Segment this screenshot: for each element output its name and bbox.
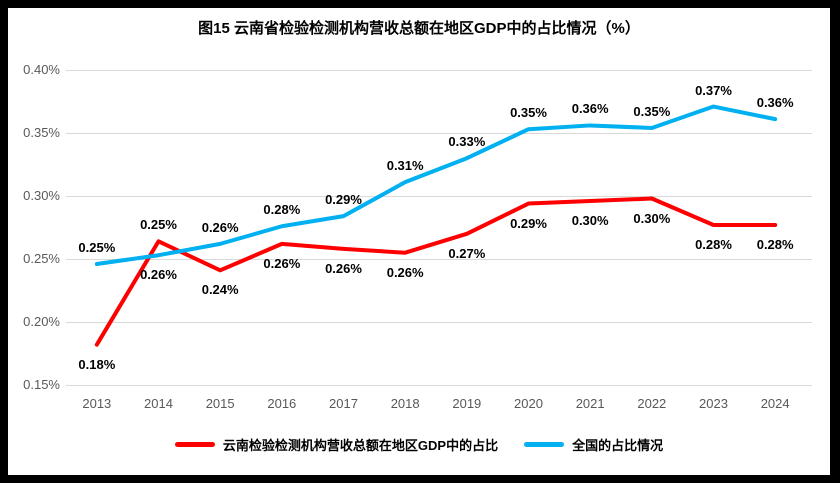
x-axis-tick-label: 2023 bbox=[699, 396, 728, 411]
x-axis-tick-label: 2018 bbox=[390, 396, 420, 411]
data-label: 0.26% bbox=[386, 264, 424, 280]
x-axis-tick-label: 2019 bbox=[452, 396, 482, 411]
y-axis-tick-label: 0.40% bbox=[23, 62, 60, 77]
plot-area bbox=[66, 70, 812, 386]
data-label: 0.28% bbox=[695, 236, 732, 252]
legend: 云南检验检测机构营收总额在地区GDP中的占比 全国的占比情况 bbox=[8, 435, 830, 454]
x-axis-tick-label: 2014 bbox=[144, 396, 173, 411]
y-axis-tick-label: 0.25% bbox=[23, 251, 60, 266]
data-label: 0.18% bbox=[78, 356, 116, 372]
data-label: 0.28% bbox=[756, 236, 794, 252]
data-label: 0.30% bbox=[571, 213, 609, 229]
series-line-0 bbox=[94, 196, 778, 347]
data-label: 0.26% bbox=[201, 219, 239, 235]
data-label: 0.26% bbox=[325, 260, 362, 276]
data-label: 0.35% bbox=[633, 103, 671, 119]
chart-title: 图15 云南省检验检测机构营收总额在地区GDP中的占比情况（%） bbox=[198, 20, 640, 37]
data-label: 0.31% bbox=[386, 158, 424, 174]
data-label: 0.26% bbox=[263, 255, 301, 271]
x-axis-tick-label: 2022 bbox=[637, 396, 667, 411]
chart-area: 图15 云南省检验检测机构营收总额在地区GDP中的占比情况（%） 云南检验检测机… bbox=[8, 8, 830, 475]
data-label: 0.25% bbox=[78, 240, 116, 256]
data-label: 0.36% bbox=[571, 101, 609, 117]
y-axis-tick-label: 0.35% bbox=[23, 125, 60, 140]
x-axis-tick-label: 2017 bbox=[329, 396, 358, 411]
legend-line-swatch bbox=[174, 442, 215, 447]
data-label: 0.28% bbox=[263, 202, 301, 218]
data-label: 0.26% bbox=[140, 267, 177, 283]
x-axis-tick-label: 2020 bbox=[514, 396, 543, 411]
x-axis-tick-label: 2021 bbox=[575, 396, 605, 411]
legend-label: 全国的占比情况 bbox=[572, 438, 664, 453]
data-label: 0.29% bbox=[510, 215, 547, 231]
data-label: 0.33% bbox=[448, 134, 486, 150]
legend-item-1: 全国的占比情况 bbox=[524, 435, 663, 454]
data-label: 0.25% bbox=[140, 217, 177, 233]
x-axis-tick-label: 2024 bbox=[760, 396, 790, 411]
data-label: 0.37% bbox=[695, 82, 732, 98]
y-axis-tick-label: 0.20% bbox=[23, 314, 60, 329]
data-label: 0.30% bbox=[633, 210, 671, 226]
data-label: 0.24% bbox=[201, 282, 239, 298]
data-label: 0.35% bbox=[510, 105, 547, 121]
x-axis-tick-label: 2013 bbox=[82, 396, 112, 411]
legend-label: 云南检验检测机构营收总额在地区GDP中的占比 bbox=[222, 438, 499, 453]
legend-line-swatch bbox=[524, 442, 565, 447]
data-label: 0.29% bbox=[325, 192, 362, 208]
data-label: 0.27% bbox=[448, 245, 486, 261]
x-axis-tick-label: 2016 bbox=[267, 396, 297, 411]
y-axis-tick-label: 0.30% bbox=[23, 188, 60, 203]
x-axis-tick-label: 2015 bbox=[205, 396, 235, 411]
series-line-1 bbox=[94, 104, 778, 267]
legend-item-0: 云南检验检测机构营收总额在地区GDP中的占比 bbox=[174, 435, 499, 454]
y-axis-tick-label: 0.15% bbox=[23, 377, 60, 392]
data-label: 0.36% bbox=[756, 95, 794, 111]
